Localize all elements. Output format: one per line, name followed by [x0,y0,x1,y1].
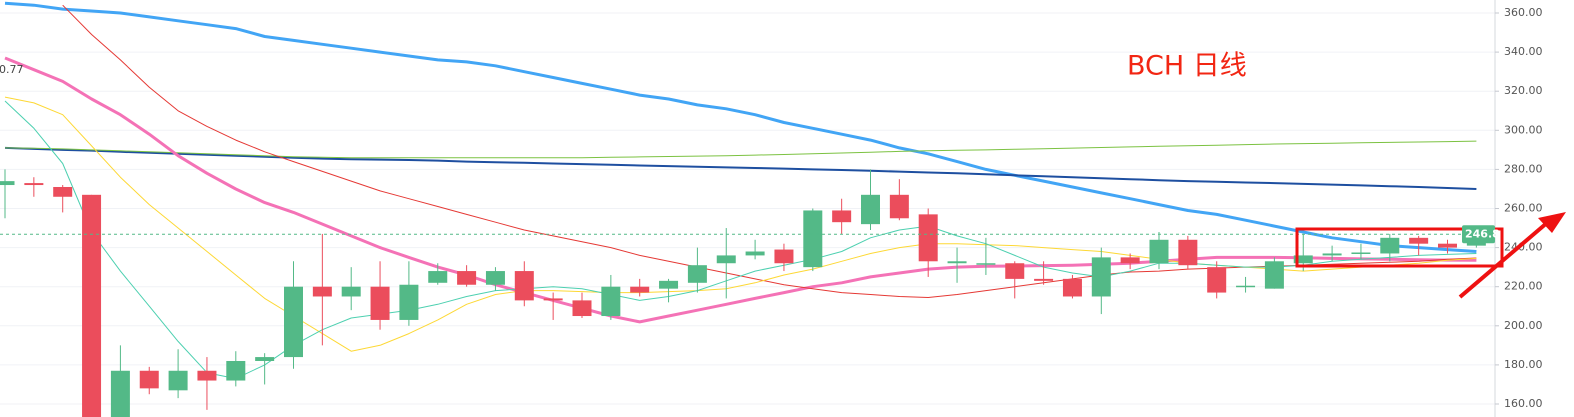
candle-body [1264,261,1284,289]
y-tick-label: 260.00 [1504,202,1543,215]
candle-body [1236,285,1256,288]
y-tick-label: 160.00 [1504,397,1543,410]
y-tick-label: 180.00 [1504,358,1543,371]
y-tick-label: 360.00 [1504,6,1543,19]
candle-body [1091,257,1111,297]
candle-body [716,255,736,264]
candle-body [1034,278,1054,281]
candle-body [1409,237,1429,244]
candle-body [370,286,390,320]
highlight-box [1295,227,1504,268]
candle-body [976,263,996,265]
candle-body [803,210,823,268]
chart-title: BCH 日线 [1127,51,1247,82]
corner-value: 30.77 [0,63,24,76]
candle-body [1207,267,1227,293]
candle-body [24,183,44,186]
candle-body [774,249,794,264]
candle-body [889,194,909,219]
candle-body [139,370,159,389]
candle-body [341,286,361,297]
y-axis: 160.00180.00200.00220.00240.00260.00280.… [1495,6,1543,410]
last-price-label: 246.8 [1465,227,1500,240]
candle-body [514,271,534,301]
candle-body [312,286,332,297]
candle-body [543,298,563,301]
moving-average-line [4,146,1477,190]
moving-average-line [4,56,1477,324]
candle-body [947,261,967,264]
candle-body [1322,253,1342,256]
grid [0,12,1495,405]
candle-body [572,300,592,317]
candle-body [601,286,621,317]
y-tick-label: 220.00 [1504,280,1543,293]
moving-average-line [62,4,1477,298]
candle-body [832,210,852,223]
candle-body [861,194,880,225]
candle-body [110,370,130,417]
candle-body [1178,239,1198,266]
candle-body [918,214,938,262]
y-tick-label: 280.00 [1504,162,1543,175]
last-price-box [1462,225,1495,244]
candle-body [1293,255,1313,264]
candle-body [255,357,275,361]
candle-body [82,194,102,417]
candle-body [659,280,679,289]
candle-body [687,265,707,283]
candle-body [197,370,217,381]
candle-body [1062,278,1082,297]
y-tick-label: 320.00 [1504,84,1543,97]
candle-body [1380,237,1400,254]
moving-average-line [4,1,1477,253]
candle-body [53,186,73,197]
candle-body [226,360,246,381]
candle-body [0,181,15,186]
candle-body [1005,263,1025,279]
candle-body [1149,239,1169,264]
y-tick-label: 200.00 [1504,319,1543,332]
y-tick-label: 340.00 [1504,45,1543,58]
moving-average-line [4,100,1477,380]
candle-body [428,271,448,283]
candle-body [1438,243,1457,248]
candle-body [457,271,477,285]
candle-body [485,271,505,285]
candle-body [399,284,419,320]
candle-body [284,286,303,358]
moving-average-line [4,140,1477,159]
plot-area [0,1,1495,417]
y-tick-label: 300.00 [1504,123,1543,136]
candle-body [745,251,765,256]
candle-body [1120,257,1140,264]
candle-body [630,286,650,293]
arrow [1458,212,1566,299]
candle-body [1351,252,1371,254]
candle-body [168,370,188,391]
